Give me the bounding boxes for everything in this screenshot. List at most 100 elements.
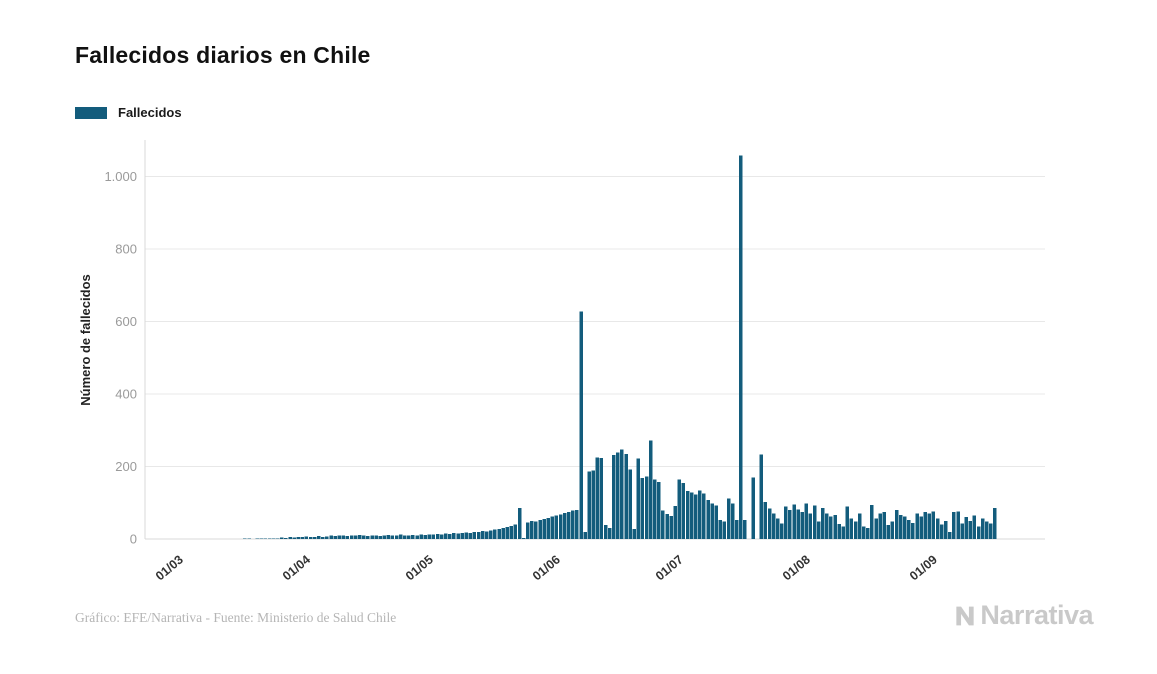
bar bbox=[407, 535, 411, 539]
bar bbox=[976, 526, 981, 539]
bar bbox=[435, 533, 440, 539]
bar bbox=[628, 469, 632, 539]
bar bbox=[640, 478, 645, 539]
y-axis-title: Número de fallecidos bbox=[78, 274, 93, 405]
bar bbox=[415, 535, 419, 539]
bar bbox=[554, 515, 559, 539]
bar bbox=[546, 517, 550, 539]
bar bbox=[530, 520, 534, 539]
bar bbox=[984, 521, 989, 539]
bar bbox=[956, 511, 960, 539]
bar bbox=[599, 458, 604, 539]
bar bbox=[853, 521, 858, 539]
bar bbox=[919, 516, 923, 539]
bar bbox=[710, 503, 714, 539]
bar bbox=[775, 518, 780, 539]
bar bbox=[353, 535, 358, 539]
bar bbox=[325, 536, 329, 539]
bar bbox=[312, 537, 317, 539]
bar bbox=[792, 504, 796, 539]
bar bbox=[948, 531, 952, 539]
bar bbox=[521, 537, 526, 539]
bar bbox=[960, 523, 964, 539]
bar bbox=[525, 522, 530, 539]
bar bbox=[398, 534, 403, 539]
bar bbox=[677, 479, 682, 539]
bar bbox=[550, 516, 555, 539]
bar bbox=[329, 535, 333, 539]
bar bbox=[452, 533, 456, 539]
narrativa-logo-text: Narrativa bbox=[980, 600, 1093, 630]
bar bbox=[579, 311, 583, 539]
bar bbox=[886, 524, 891, 539]
bar bbox=[911, 523, 915, 539]
bar bbox=[841, 526, 846, 539]
bar bbox=[370, 535, 374, 539]
bar bbox=[804, 503, 809, 539]
bar bbox=[509, 525, 514, 539]
bar bbox=[316, 536, 321, 539]
bar bbox=[378, 536, 382, 539]
bar bbox=[894, 509, 899, 539]
bar bbox=[292, 537, 296, 539]
bar bbox=[939, 524, 944, 539]
bar bbox=[780, 523, 784, 539]
bar bbox=[300, 537, 305, 539]
legend: Fallecidos bbox=[75, 105, 182, 120]
bar bbox=[657, 482, 661, 539]
bar bbox=[583, 532, 587, 539]
bar bbox=[673, 505, 677, 539]
bar bbox=[821, 507, 825, 539]
x-tick-label: 01/04 bbox=[280, 552, 313, 583]
bar bbox=[362, 535, 366, 539]
bar bbox=[349, 535, 354, 539]
bar bbox=[968, 521, 973, 539]
bar bbox=[472, 532, 477, 539]
x-tick-label: 01/05 bbox=[403, 552, 436, 583]
bar bbox=[796, 509, 800, 539]
bar bbox=[423, 535, 428, 539]
bar bbox=[595, 457, 600, 539]
bar bbox=[857, 513, 862, 539]
narrativa-logo: Narrativa bbox=[954, 600, 1093, 631]
bar bbox=[902, 516, 907, 539]
bar bbox=[812, 505, 817, 539]
bar bbox=[993, 508, 997, 539]
bar bbox=[689, 492, 694, 539]
bar bbox=[751, 477, 755, 539]
bar bbox=[866, 528, 870, 539]
bar bbox=[681, 482, 686, 539]
bar bbox=[718, 520, 723, 539]
bar bbox=[730, 503, 735, 539]
bar bbox=[566, 511, 571, 539]
bar bbox=[259, 538, 264, 539]
bar bbox=[943, 521, 948, 539]
bar bbox=[862, 526, 866, 539]
bar bbox=[460, 532, 464, 539]
bar bbox=[833, 515, 837, 539]
bar bbox=[366, 536, 370, 539]
bar bbox=[743, 520, 747, 539]
bar bbox=[632, 528, 637, 539]
bar bbox=[357, 535, 362, 539]
bar bbox=[849, 518, 854, 539]
y-tick-label: 400 bbox=[115, 386, 137, 401]
bar bbox=[661, 510, 665, 539]
y-tick-label: 0 bbox=[130, 532, 137, 547]
bar bbox=[558, 514, 563, 539]
bar bbox=[726, 498, 731, 539]
bar bbox=[571, 510, 575, 539]
bar bbox=[739, 155, 743, 539]
bar bbox=[648, 440, 653, 539]
x-tick-label: 01/06 bbox=[530, 552, 563, 583]
bar bbox=[800, 511, 805, 539]
bar bbox=[808, 513, 813, 539]
y-tick-label: 800 bbox=[115, 241, 137, 256]
bar bbox=[870, 504, 874, 539]
legend-label: Fallecidos bbox=[118, 105, 182, 120]
bar bbox=[444, 533, 448, 539]
bar bbox=[607, 528, 612, 539]
bar bbox=[923, 511, 927, 539]
bar bbox=[693, 494, 698, 539]
